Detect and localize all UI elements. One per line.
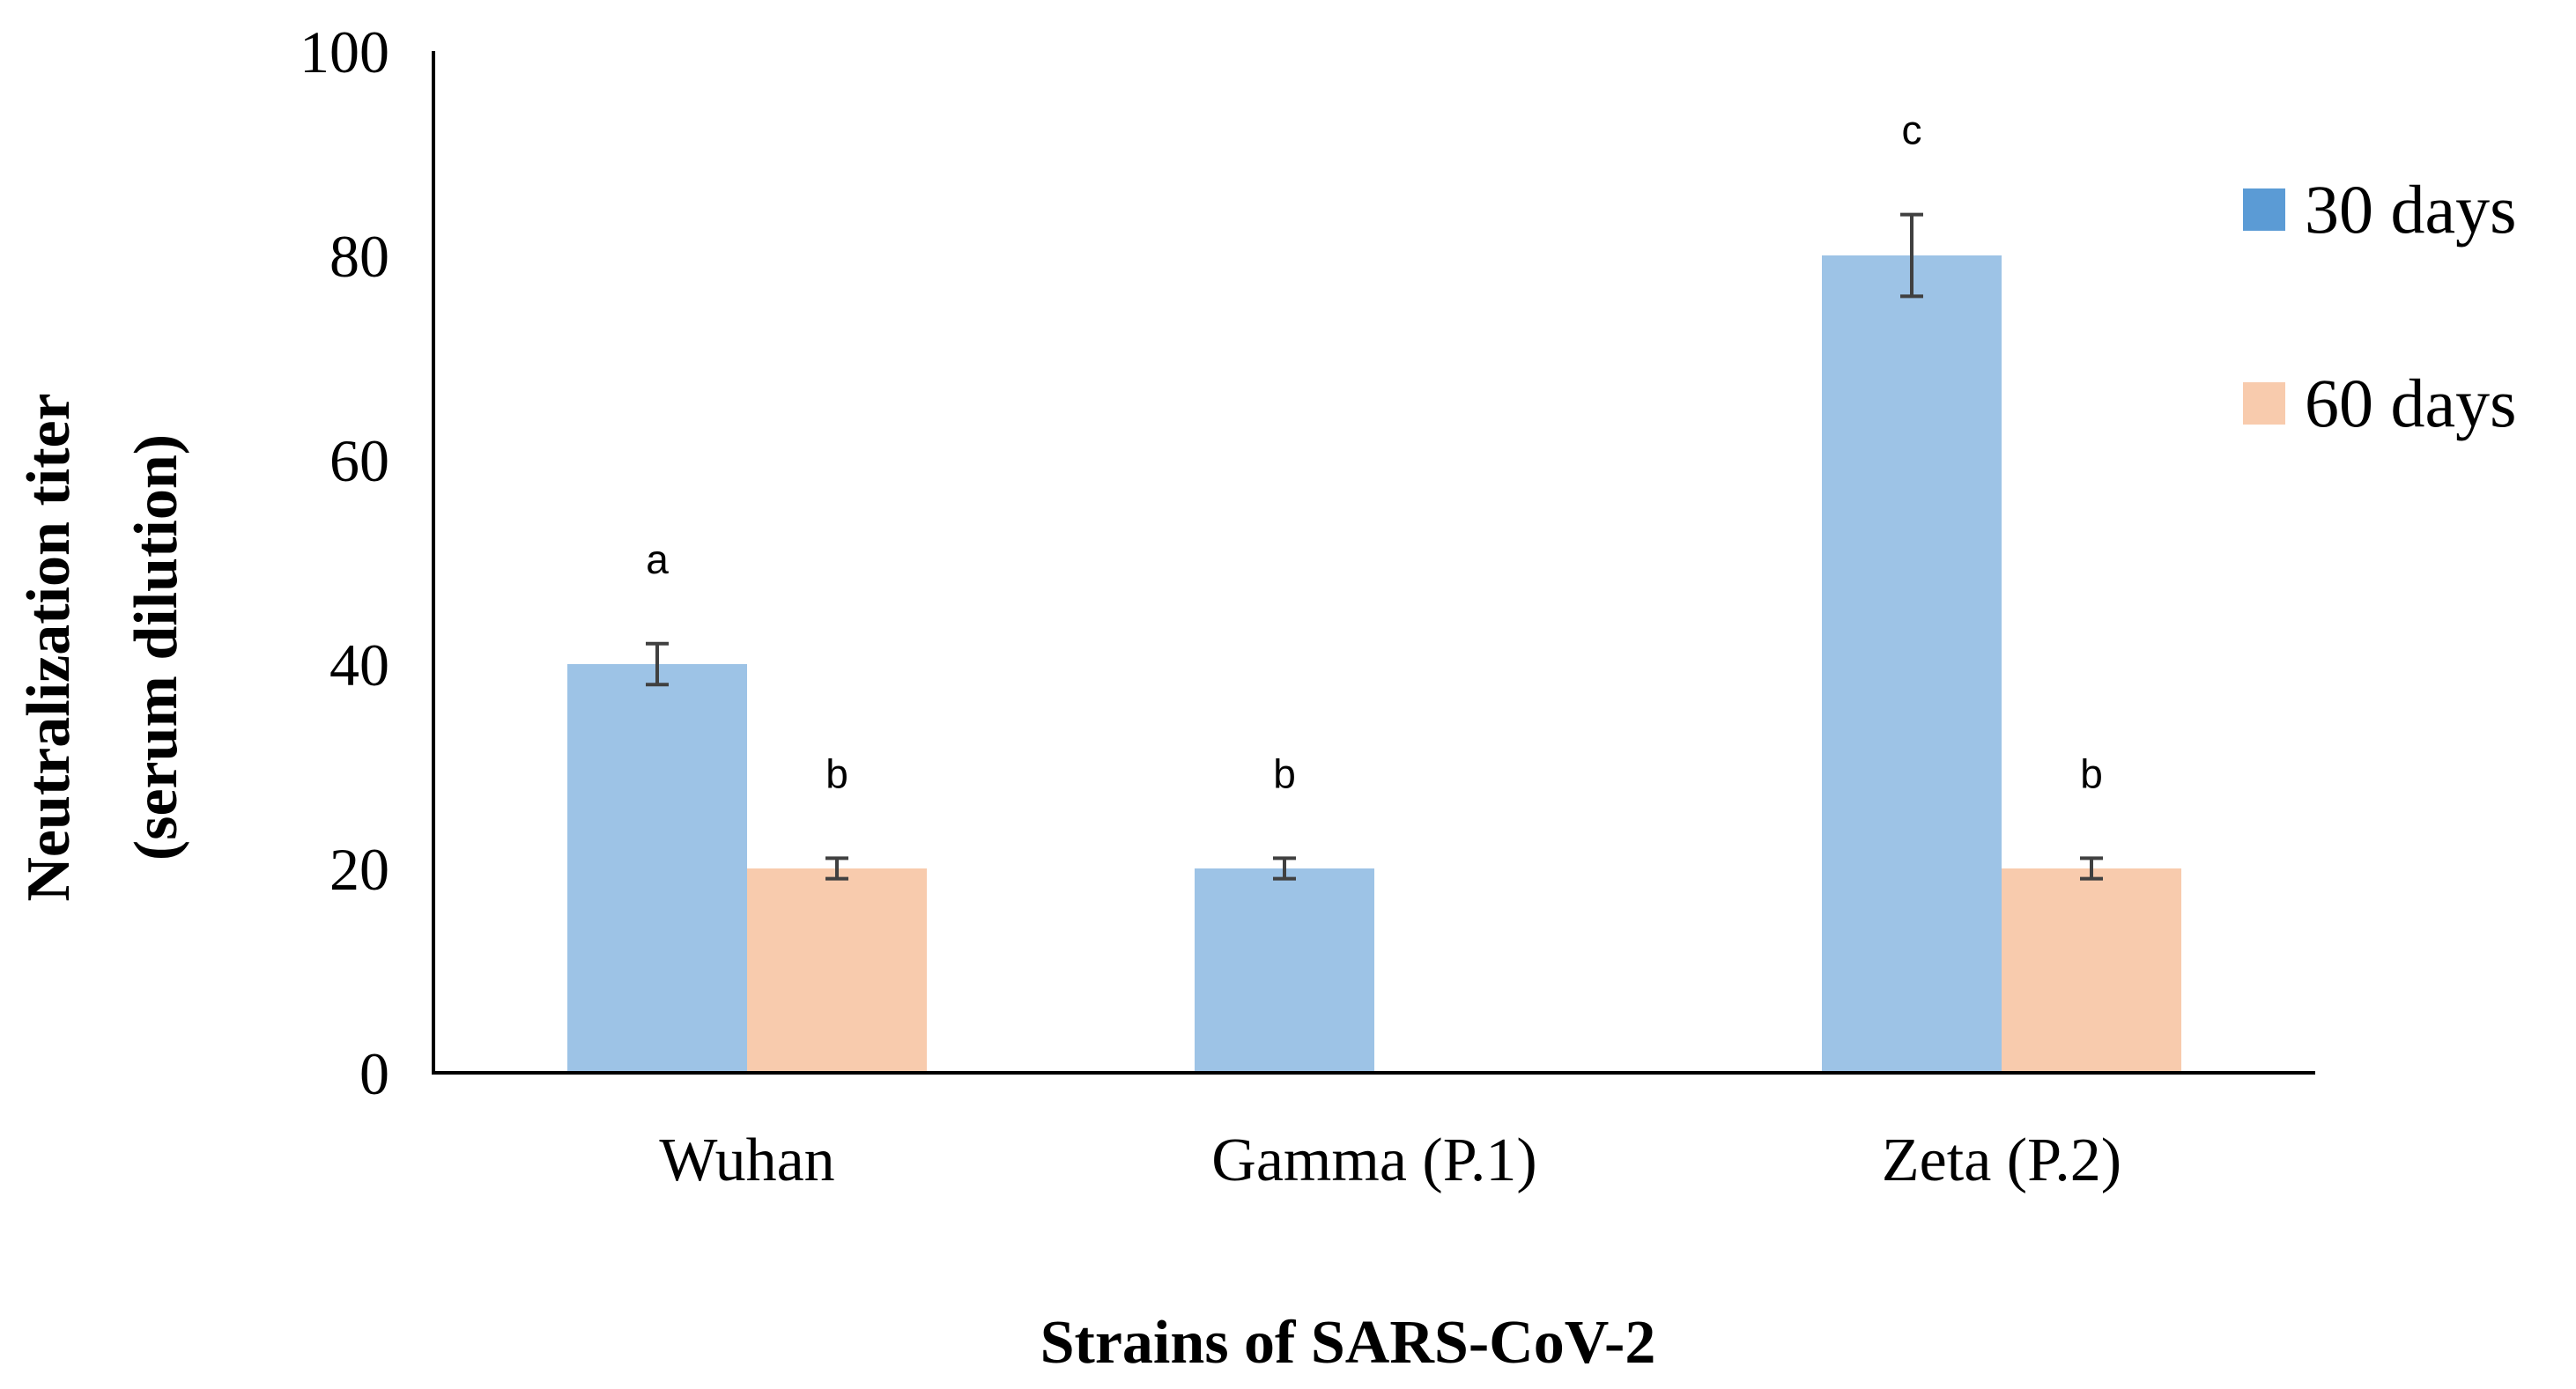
error-bar (646, 641, 669, 687)
x-tick-label: Zeta (P.2) (1882, 1127, 2121, 1194)
bar (2002, 868, 2181, 1073)
y-tick-labels: 0 20 40 60 80 100 (300, 18, 389, 1107)
x-tick-label: Wuhan (659, 1127, 834, 1194)
y-axis-title-line1: Neutralization titer (15, 393, 83, 901)
y-tick-label: 80 (329, 223, 389, 290)
legend-label: 30 days (2305, 171, 2516, 248)
bar (747, 868, 927, 1073)
legend-item: 60 days (2243, 365, 2516, 441)
bar (1822, 255, 2002, 1073)
significance-label: a (646, 536, 669, 582)
legend-swatch (2243, 382, 2285, 425)
significance-label: b (825, 750, 848, 796)
error-bars-layer (646, 212, 2103, 881)
legend-item: 30 days (2243, 171, 2516, 248)
x-tick-label: Gamma (P.1) (1211, 1127, 1536, 1194)
legend-swatch (2243, 188, 2285, 231)
error-bar (1900, 212, 1923, 299)
significance-label: b (2080, 750, 2103, 796)
error-bar (825, 856, 848, 881)
x-tick-labels: Wuhan Gamma (P.1) Zeta (P.2) (659, 1127, 2121, 1194)
y-tick-label: 40 (329, 632, 389, 698)
y-tick-label: 100 (300, 18, 389, 85)
bar (567, 664, 747, 1073)
x-axis-title: Strains of SARS-CoV-2 (1040, 1309, 1656, 1377)
legend-label: 60 days (2305, 365, 2516, 441)
error-bar (2080, 856, 2103, 881)
error-bar (1273, 856, 1296, 881)
y-tick-label: 20 (329, 836, 389, 903)
significance-labels-layer: a b c b b (646, 107, 2103, 797)
bars-layer (567, 255, 2181, 1073)
significance-label: b (1273, 750, 1296, 796)
legend: 30 days 60 days (2243, 171, 2516, 441)
bar (1195, 868, 1374, 1073)
y-axis-title-line2: (serum dilution) (122, 434, 190, 861)
y-tick-label: 0 (359, 1040, 389, 1107)
significance-label: c (1902, 107, 1922, 153)
y-tick-label: 60 (329, 427, 389, 494)
